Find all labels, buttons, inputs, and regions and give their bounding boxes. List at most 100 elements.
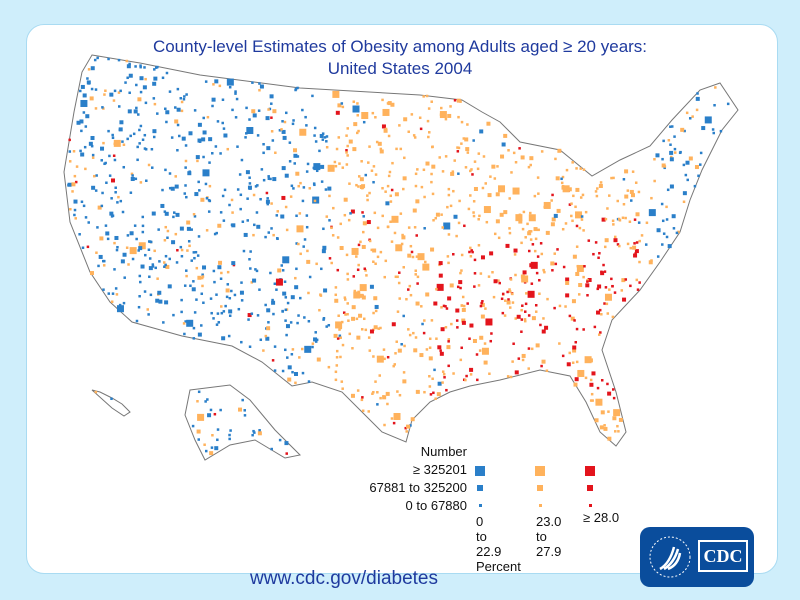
county-marker [142,85,147,90]
county-marker [523,275,526,279]
county-marker [176,248,179,252]
county-marker [284,348,287,352]
county-marker [235,97,239,101]
county-marker [174,106,177,109]
county-marker [197,413,205,421]
county-marker [437,345,442,350]
county-marker [306,249,309,253]
county-marker [184,166,187,169]
county-marker [204,400,207,403]
county-marker [521,227,525,231]
county-marker [137,249,140,252]
county-marker [248,118,251,121]
county-marker [283,280,287,283]
county-marker [175,261,179,264]
county-marker [617,217,621,221]
county-marker [466,302,469,305]
county-marker [624,169,629,174]
county-marker [281,129,286,134]
county-marker [616,243,620,246]
county-marker [372,311,375,315]
county-marker [196,429,201,434]
county-marker [415,255,419,258]
county-marker [472,338,477,343]
county-marker [321,138,325,141]
county-marker [210,311,213,315]
county-marker [294,381,297,385]
county-marker [103,93,106,96]
county-marker [618,219,622,222]
county-marker [526,222,529,226]
county-marker [539,242,543,245]
county-marker [624,216,627,220]
county-marker [662,139,665,143]
county-marker [111,133,114,137]
county-marker [688,117,692,120]
county-marker [476,378,479,382]
county-marker [202,155,205,159]
county-marker [481,300,484,303]
county-marker [520,241,523,245]
county-marker [570,316,575,321]
county-marker [184,184,187,187]
county-marker [601,217,606,222]
county-marker [389,194,392,198]
county-marker [245,106,248,110]
cdc-diabetes-link[interactable]: www.cdc.gov/diabetes [250,568,438,589]
county-marker [600,270,603,274]
county-marker [435,337,438,340]
county-marker [656,255,660,258]
county-marker [201,284,204,288]
county-marker [344,313,347,316]
county-marker [273,282,277,286]
county-marker [645,221,649,225]
county-marker [427,107,431,110]
county-marker [605,302,609,306]
county-marker [456,285,460,289]
county-marker [80,99,88,107]
county-marker [579,167,582,170]
county-marker [305,124,308,127]
county-marker [464,137,469,142]
county-marker [268,107,272,111]
county-marker [624,194,629,199]
county-marker [412,331,415,335]
county-marker [231,223,236,228]
county-marker [695,108,699,112]
county-marker [693,184,697,188]
county-marker [518,147,521,150]
county-marker [165,264,170,269]
county-marker [249,267,252,270]
county-marker [398,271,401,274]
legend-swatch [477,485,483,491]
county-marker [414,273,417,276]
county-marker [272,312,275,316]
county-marker [193,311,197,314]
county-marker [497,236,501,240]
county-marker [460,120,464,124]
county-marker [477,244,481,247]
county-marker [361,184,366,189]
county-marker [373,325,378,330]
county-marker [714,86,717,89]
county-marker [374,380,377,383]
county-marker [223,188,227,192]
county-marker [116,201,119,204]
county-marker [346,154,349,157]
county-marker [383,128,388,133]
county-marker [713,103,716,107]
county-marker [126,234,130,237]
county-marker [352,105,360,113]
county-marker [320,267,323,271]
county-marker [312,182,316,185]
county-marker [109,211,114,216]
county-marker [455,234,458,238]
county-marker [343,296,347,299]
county-marker [267,108,270,111]
county-marker [366,194,369,197]
county-marker [213,412,217,416]
county-marker [462,304,466,308]
county-marker [113,268,116,271]
county-marker [478,349,482,352]
county-marker [68,150,72,153]
